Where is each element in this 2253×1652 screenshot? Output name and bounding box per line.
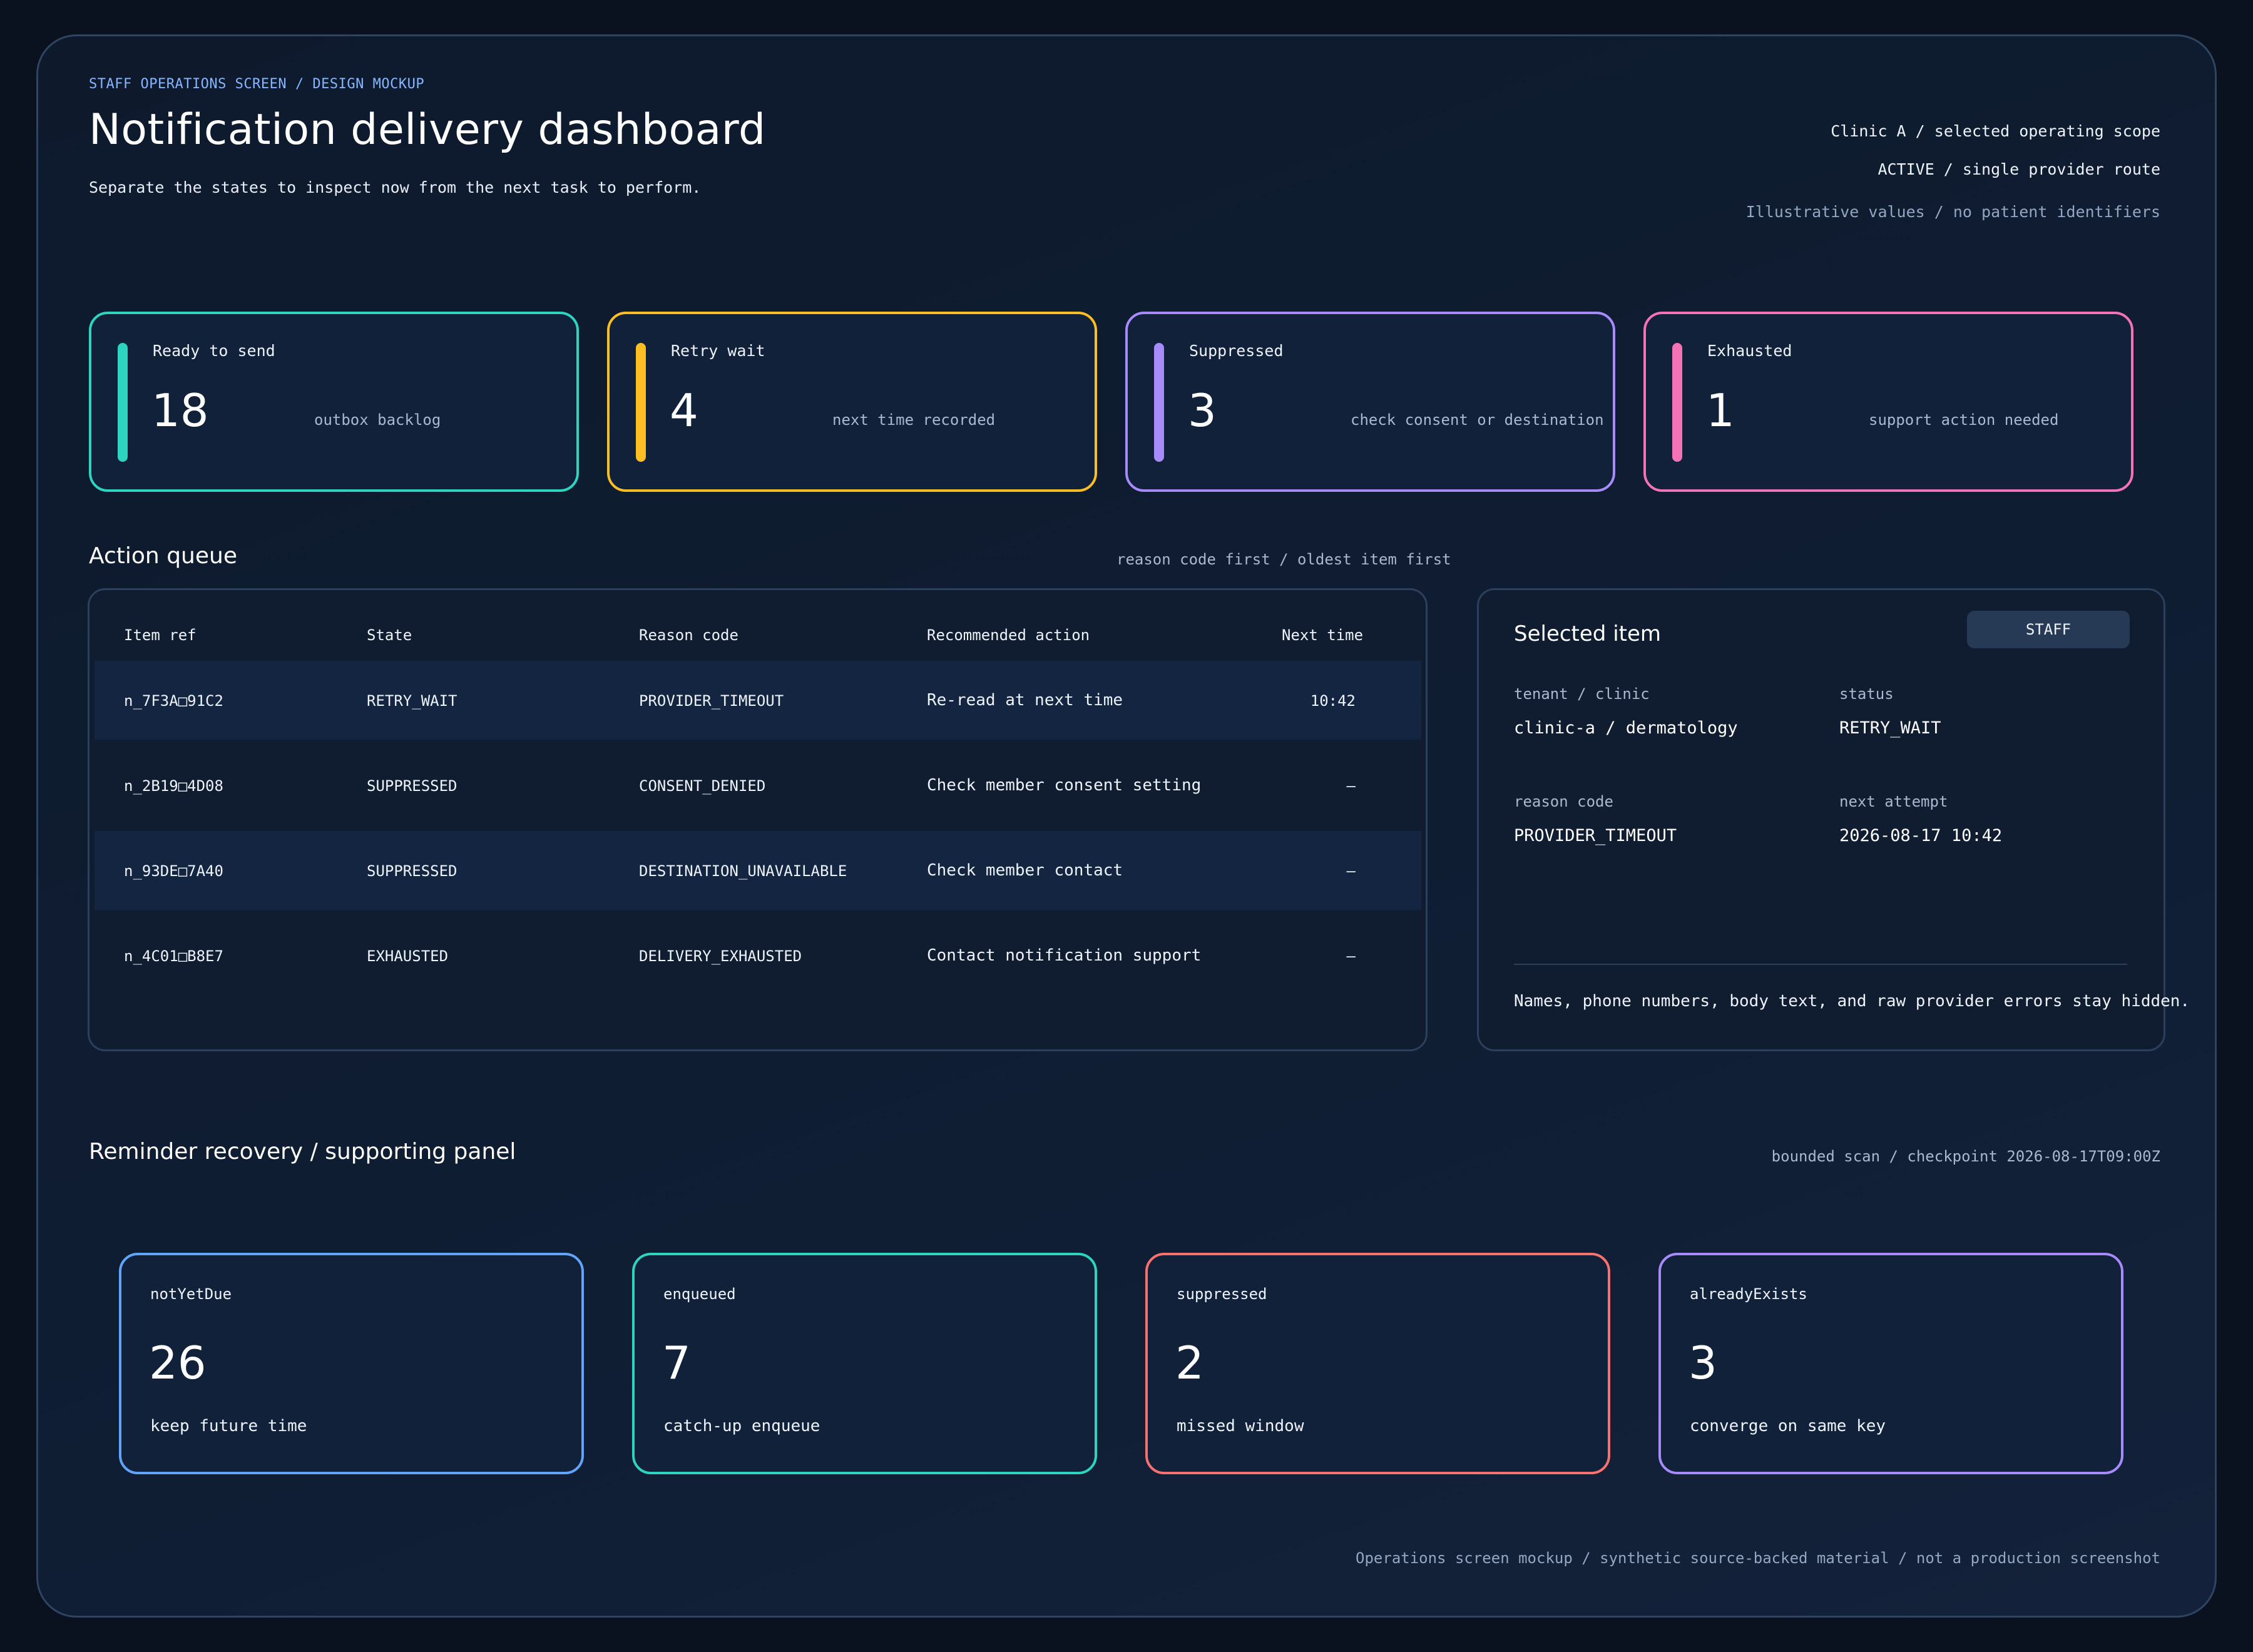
next-attempt-label: next attempt xyxy=(1839,793,1948,810)
column-header-state[interactable]: State xyxy=(367,626,412,644)
route-label: ACTIVE / single provider route xyxy=(1878,160,2160,178)
page-subtitle: Separate the states to inspect now from … xyxy=(89,178,702,196)
queue-sort-note: reason code first / oldest item first xyxy=(1116,551,1451,568)
privacy-note: Names, phone numbers, body text, and raw… xyxy=(1514,992,2190,1011)
scope-label: Clinic A / selected operating scope xyxy=(1831,122,2160,140)
recovery-desc: converge on same key xyxy=(1690,1417,1886,1435)
cell-next-time: – xyxy=(1346,947,1356,965)
cell-reason-code: DELIVERY_EXHAUSTED xyxy=(639,947,802,965)
kpi-label: Ready to send xyxy=(153,342,275,360)
recovery-value: 3 xyxy=(1688,1337,1717,1389)
tenant-label: tenant / clinic xyxy=(1514,685,1650,703)
recovery-label: notYetDue xyxy=(150,1285,232,1303)
kpi-accent-bar xyxy=(1672,343,1682,462)
kpi-note: next time recorded xyxy=(832,411,996,429)
kpi-accent-bar xyxy=(636,343,646,462)
kpi-accent-bar xyxy=(1154,343,1164,462)
reason-value: PROVIDER_TIMEOUT xyxy=(1514,826,1677,845)
column-header-recommended-action[interactable]: Recommended action xyxy=(927,626,1090,644)
recovery-value: 7 xyxy=(662,1337,691,1389)
kpi-value: 1 xyxy=(1706,384,1735,437)
kpi-label: Suppressed xyxy=(1189,342,1284,360)
recovery-desc: catch-up enqueue xyxy=(663,1417,820,1435)
recovery-value: 26 xyxy=(149,1337,207,1389)
recovery-label: enqueued xyxy=(663,1285,736,1303)
cell-reason-code: PROVIDER_TIMEOUT xyxy=(639,692,784,710)
kpi-card-ready[interactable]: Ready to send 18 outbox backlog xyxy=(89,312,579,492)
kpi-value: 3 xyxy=(1188,384,1217,437)
recovery-card-already-exists[interactable]: alreadyExists 3 converge on same key xyxy=(1658,1253,2123,1474)
column-header-reason-code[interactable]: Reason code xyxy=(639,626,738,644)
kpi-card-exhausted[interactable]: Exhausted 1 support action needed xyxy=(1643,312,2133,492)
cell-item-ref: n_2B19□4D08 xyxy=(124,777,223,795)
cell-recommended-action: Re-read at next time xyxy=(927,691,1123,710)
cell-state: RETRY_WAIT xyxy=(367,692,457,710)
cell-next-time: 10:42 xyxy=(1310,692,1356,710)
recovery-label: suppressed xyxy=(1177,1285,1267,1303)
recovery-desc: keep future time xyxy=(150,1417,307,1435)
table-row[interactable]: n_7F3A□91C2 RETRY_WAIT PROVIDER_TIMEOUT … xyxy=(95,661,1421,740)
cell-recommended-action: Contact notification support xyxy=(927,946,1202,965)
table-row[interactable]: n_93DE□7A40 SUPPRESSED DESTINATION_UNAVA… xyxy=(95,831,1421,910)
column-header-item-ref[interactable]: Item ref xyxy=(124,626,197,644)
cell-next-time: – xyxy=(1346,862,1356,880)
kpi-accent-bar xyxy=(118,343,128,462)
recovery-checkpoint: bounded scan / checkpoint 2026-08-17T09:… xyxy=(1771,1148,2160,1165)
cell-item-ref: n_4C01□B8E7 xyxy=(124,947,223,965)
table-row[interactable]: n_2B19□4D08 SUPPRESSED CONSENT_DENIED Ch… xyxy=(95,746,1421,825)
queue-title: Action queue xyxy=(89,543,237,569)
recovery-title: Reminder recovery / supporting panel xyxy=(89,1139,516,1165)
page-title: Notification delivery dashboard xyxy=(89,105,766,155)
kpi-label: Retry wait xyxy=(671,342,765,360)
cell-reason-code: DESTINATION_UNAVAILABLE xyxy=(639,862,847,880)
kpi-note: support action needed xyxy=(1869,411,2059,429)
kpi-card-suppressed[interactable]: Suppressed 3 check consent or destinatio… xyxy=(1125,312,1615,492)
disclaimer-label: Illustrative values / no patient identif… xyxy=(1745,203,2160,221)
kpi-card-retry[interactable]: Retry wait 4 next time recorded xyxy=(607,312,1097,492)
cell-state: SUPPRESSED xyxy=(367,862,457,880)
kpi-note: check consent or destination xyxy=(1351,411,1604,429)
kpi-value: 18 xyxy=(151,384,209,437)
status-value: RETRY_WAIT xyxy=(1839,718,1941,738)
recovery-card-not-yet-due[interactable]: notYetDue 26 keep future time xyxy=(119,1253,584,1474)
eyebrow-label: STAFF OPERATIONS SCREEN / DESIGN MOCKUP xyxy=(89,76,425,92)
recovery-desc: missed window xyxy=(1177,1417,1304,1435)
kpi-label: Exhausted xyxy=(1707,342,1792,360)
divider xyxy=(1514,964,2127,965)
cell-recommended-action: Check member consent setting xyxy=(927,776,1202,795)
recovery-label: alreadyExists xyxy=(1690,1285,1807,1303)
cell-reason-code: CONSENT_DENIED xyxy=(639,777,766,795)
recovery-card-suppressed[interactable]: suppressed 2 missed window xyxy=(1145,1253,1610,1474)
table-row[interactable]: n_4C01□B8E7 EXHAUSTED DELIVERY_EXHAUSTED… xyxy=(95,916,1421,995)
cell-state: SUPPRESSED xyxy=(367,777,457,795)
recovery-card-enqueued[interactable]: enqueued 7 catch-up enqueue xyxy=(632,1253,1097,1474)
cell-item-ref: n_7F3A□91C2 xyxy=(124,692,223,710)
reason-label: reason code xyxy=(1514,793,1613,810)
column-header-next-time[interactable]: Next time xyxy=(1282,626,1364,644)
cell-state: EXHAUSTED xyxy=(367,947,449,965)
status-label: status xyxy=(1839,685,1894,703)
kpi-value: 4 xyxy=(670,384,698,437)
selected-item-panel: Selected item STAFF tenant / clinic clin… xyxy=(1477,588,2190,1051)
action-queue-table: Item ref State Reason code Recommended a… xyxy=(88,588,1428,1051)
kpi-note: outbox backlog xyxy=(314,411,441,429)
next-attempt-value: 2026-08-17 10:42 xyxy=(1839,826,2003,845)
recovery-value: 2 xyxy=(1175,1337,1204,1389)
cell-next-time: – xyxy=(1346,777,1356,795)
staff-badge[interactable]: STAFF xyxy=(1967,611,2130,648)
cell-item-ref: n_93DE□7A40 xyxy=(124,862,223,880)
tenant-value: clinic-a / dermatology xyxy=(1514,718,1738,738)
panel-title: Selected item xyxy=(1514,621,1662,646)
cell-recommended-action: Check member contact xyxy=(927,861,1123,880)
footer-note: Operations screen mockup / synthetic sou… xyxy=(1356,1549,2160,1567)
